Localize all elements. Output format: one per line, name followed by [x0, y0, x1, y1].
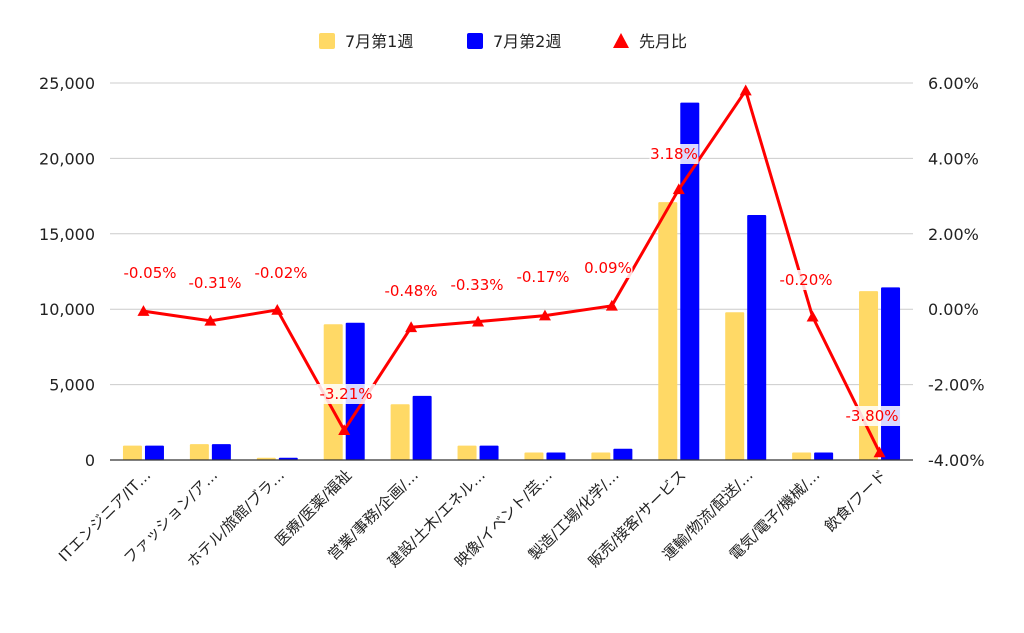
bar-week2 [479, 445, 499, 460]
ratio-line [143, 89, 881, 454]
bar-week1 [725, 312, 745, 460]
data-label-bg [583, 258, 633, 278]
right-tick-label: 6.00% [928, 74, 979, 93]
category-labels: ITエンジニア/IT…ファッション/ア…ホテル/旅館/ブラ…医療/医薬/福祉営業… [55, 466, 890, 571]
ratio-marker [672, 183, 685, 195]
bar-week1 [792, 452, 812, 460]
bar-week1 [524, 452, 544, 460]
left-tick-label: 0 [85, 451, 95, 470]
legend-label: 7月第1週 [345, 32, 413, 51]
bar-week1 [122, 445, 142, 460]
bar-week2 [680, 102, 700, 460]
data-label-bg [777, 270, 835, 290]
gridlines [110, 82, 913, 386]
left-axis-ticks: 0 5,000 10,000 15,000 20,000 25,000 [39, 74, 95, 470]
data-label: -0.33% [450, 276, 503, 294]
left-tick-label: 5,000 [49, 376, 95, 395]
data-label-bg [843, 406, 901, 426]
bar-week2 [747, 214, 767, 460]
data-label-bg [514, 267, 572, 287]
ratio-marker [137, 305, 150, 316]
ratio-marker [538, 309, 551, 321]
data-label-bg [121, 263, 179, 283]
data-label: -0.20% [779, 271, 832, 289]
ratio-marker [806, 310, 819, 322]
right-tick-label: -2.00% [928, 376, 985, 395]
legend: 7月第1週 7月第2週 先月比 [319, 32, 687, 51]
bar-week1 [859, 291, 879, 460]
data-label-bg [252, 263, 310, 283]
data-label: -0.31% [188, 274, 241, 292]
ratio-marker [405, 321, 418, 333]
ratio-marker [271, 303, 284, 315]
bar-week1 [189, 444, 209, 460]
bar-week2 [412, 395, 432, 460]
bar-week2 [814, 452, 834, 460]
right-tick-label: 4.00% [928, 149, 979, 168]
data-label: -0.17% [516, 268, 569, 286]
data-label: -0.02% [254, 264, 307, 282]
ratio-markers [137, 84, 886, 458]
left-tick-label: 25,000 [39, 74, 95, 93]
ratio-marker [338, 424, 351, 436]
left-tick-label: 10,000 [39, 300, 95, 319]
bar-week1 [658, 202, 678, 460]
ratio-marker [204, 314, 217, 326]
ratio-marker [472, 315, 485, 327]
bar-week2 [546, 452, 566, 460]
ratio-line-series [143, 89, 881, 454]
bar-week2 [881, 287, 901, 460]
data-label-bg [448, 275, 506, 295]
data-label: -0.05% [123, 264, 176, 282]
ratio-marker [739, 84, 752, 96]
legend-swatch [319, 33, 335, 49]
bar-week1 [390, 404, 410, 460]
data-labels: -0.05% -0.31% -0.02% -3.21% -0.48% -0.33% -0.1… [121, 144, 901, 426]
data-label: -3.80% [845, 407, 898, 425]
legend-label: 7月第2週 [493, 32, 561, 51]
category-label: 飲食/フード [821, 466, 890, 535]
data-label-bg [382, 281, 440, 301]
legend-swatch [467, 33, 483, 49]
right-tick-label: 0.00% [928, 300, 979, 319]
ratio-marker [605, 299, 618, 311]
bar-week1 [457, 445, 477, 460]
data-label: -3.21% [319, 385, 372, 403]
data-label: 3.18% [650, 145, 698, 163]
data-label: 0.09% [584, 259, 632, 277]
data-label-bg [317, 384, 375, 404]
legend-swatch [613, 33, 629, 48]
bar-week2 [613, 448, 633, 460]
bar-week2 [211, 444, 231, 460]
right-axis-ticks: -4.00% -2.00% 0.00% 2.00% 4.00% 6.00% [928, 74, 985, 470]
data-label-bg [186, 273, 244, 293]
right-tick-label: -4.00% [928, 451, 985, 470]
data-label-bg [649, 144, 699, 164]
right-tick-label: 2.00% [928, 225, 979, 244]
data-label: -0.48% [384, 282, 437, 300]
bar-week1 [591, 452, 611, 460]
left-tick-label: 20,000 [39, 149, 95, 168]
bar-week2 [144, 445, 164, 460]
left-tick-label: 15,000 [39, 225, 95, 244]
ratio-marker [873, 446, 886, 458]
legend-label: 先月比 [639, 32, 687, 51]
